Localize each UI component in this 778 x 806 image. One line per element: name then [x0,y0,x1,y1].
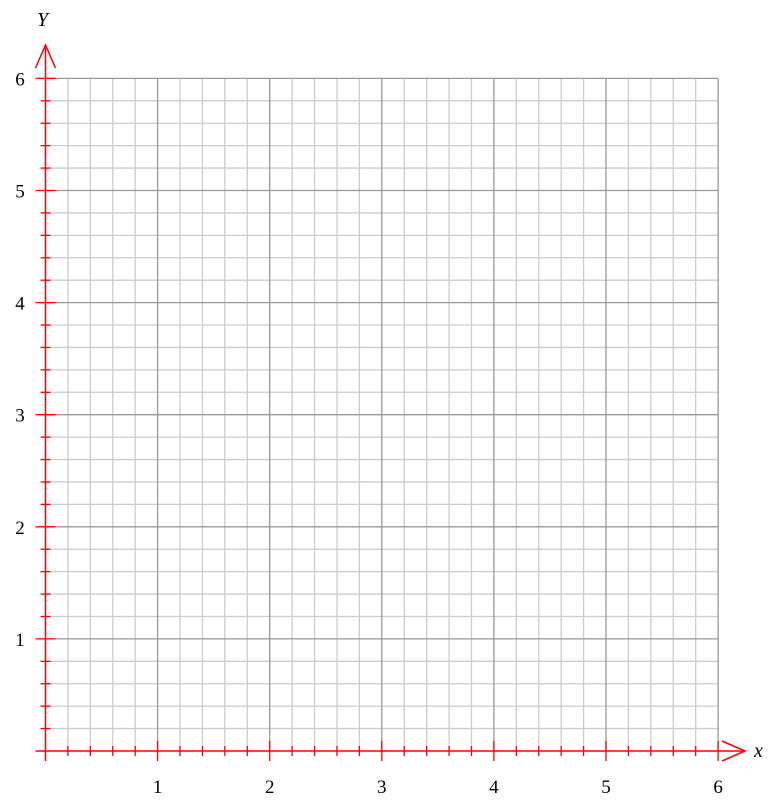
y-tick-label: 2 [15,518,25,539]
y-tick-label: 3 [15,406,25,427]
y-axis-arrow-icon [34,43,57,69]
y-axis-label: Y [37,9,50,31]
x-tick-label: 4 [489,777,499,798]
y-tick-label: 1 [15,630,25,651]
grid [45,77,719,751]
x-tick-label: 6 [713,777,723,798]
tick-labels: 1 2 3 4 5 6 1 2 3 4 5 6 [15,69,723,798]
y-tick-label: 4 [15,294,25,315]
y-tick-label: 6 [15,69,25,90]
x-tick-label: 5 [601,777,611,798]
x-axis-arrow-icon [721,740,747,762]
y-tick-label: 5 [15,182,25,203]
x-tick-label: 1 [153,777,163,798]
x-tick-label: 3 [377,777,387,798]
axes [34,43,747,762]
x-axis-label: x [753,740,763,762]
x-tick-label: 2 [265,777,275,798]
